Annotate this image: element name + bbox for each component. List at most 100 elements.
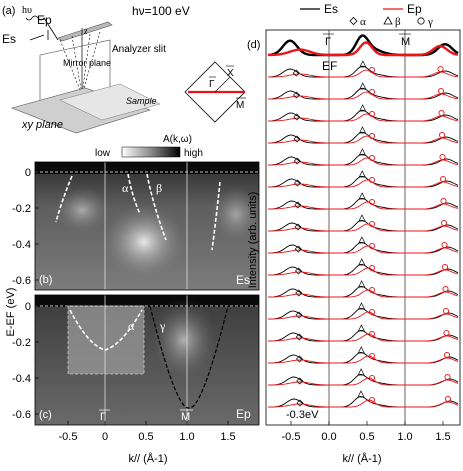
x-c-tick-label-4: 1.5 [220, 431, 235, 443]
alpha-marker-8 [294, 223, 302, 231]
alpha-marker-13 [295, 333, 303, 341]
bz-outline [184, 61, 246, 123]
panel-d-y-label: Intensity (arb. units) [247, 192, 259, 289]
mdc-ep-curve-15 [268, 377, 459, 386]
alpha-marker-6 [294, 179, 301, 187]
mdc-curves [267, 34, 459, 408]
y-c-tick-label-1: -0.2 [12, 337, 31, 349]
gamma-marker-inner-7 [368, 198, 376, 206]
sample-label: Sample [126, 96, 157, 106]
gamma-marker-inner-11 [368, 286, 376, 294]
gamma-marker-inner-8 [368, 220, 376, 228]
alpha-marker-2 [293, 91, 300, 99]
gamma-marker-8 [440, 219, 448, 227]
panel-c-polarization: Ep [236, 407, 251, 421]
x-c-tick-label-2: 0.5 [138, 431, 153, 443]
gamma-marker-13 [443, 329, 450, 337]
mdc-ep-curve-16 [268, 399, 459, 408]
x-d-tick-label-1: 0.0 [321, 431, 336, 443]
beta-marker-13 [357, 324, 365, 332]
y-c-tick-label-2: -0.4 [12, 373, 31, 385]
panel-b-beta-label: β [156, 181, 162, 195]
mdc-es-curve-14 [268, 352, 459, 364]
bz-m-label: M [236, 100, 244, 111]
gamma-marker-2 [437, 87, 445, 95]
panel-c-intensity-blob [150, 298, 218, 382]
panel-b-polarization: Es [236, 273, 250, 287]
mdc-ep-curve-10 [268, 267, 459, 276]
photon-energy-label: hν=100 eV [132, 4, 190, 18]
beta-marker-16 [357, 390, 365, 398]
alpha-marker-14 [296, 355, 303, 363]
panel-b-band-right [211, 181, 221, 251]
x-c-tick-label-3: 1.0 [179, 431, 194, 443]
y-c-tick-label-0: 0 [25, 301, 31, 313]
mdc-ep-curve-13 [268, 333, 459, 342]
panel-a-geometry: (a) hυ Ep Es hν=100 eV z Analyzer slit M… [2, 4, 190, 134]
mdc-es-curve-13 [268, 330, 459, 342]
legend-alpha-marker [349, 16, 358, 26]
gamma-marker-11 [442, 285, 449, 293]
mdc-ep-curve-14 [268, 355, 459, 364]
x-d-tick-label-2: 0.5 [359, 431, 374, 443]
alpha-marker-5 [293, 157, 301, 165]
panel-b-intensity-blob-left [54, 186, 110, 234]
z-axis-label: z [83, 26, 88, 36]
panel-c-fermi-edge [35, 295, 259, 307]
mdc-ep-curve-11 [268, 289, 459, 298]
gamma-marker-15 [444, 373, 451, 381]
mdc-ep-curve-2 [268, 91, 459, 100]
xy-plane-label: xy plane [21, 119, 63, 131]
y-c-tick-label-3: -0.6 [12, 409, 31, 421]
panel-b-band-alpha [127, 173, 141, 215]
panel-c-gamma-label: γ [159, 319, 166, 333]
x-d-tick-label-0: -0.5 [282, 431, 301, 443]
x-c-tick-label-1: 0 [102, 431, 108, 443]
beta-marker-3 [359, 104, 367, 112]
colorbar-low-label: low [95, 148, 111, 159]
gamma-marker-inner-16 [368, 396, 376, 404]
panel-c-alpha-label: α [128, 319, 135, 333]
panel-a-label: (a) [2, 5, 15, 17]
gamma-marker-inner-2 [368, 88, 376, 96]
bz-x-direction [214, 76, 231, 93]
legend-beta-marker [383, 16, 393, 25]
panel-c-inset-region [67, 305, 145, 375]
gamma-marker-inner-13 [368, 330, 376, 338]
photon-symbol: hυ [22, 5, 32, 16]
legend-es-label: Es [324, 2, 338, 16]
y-ticks-panel-c: 0 -0.2 -0.4 -0.6 [12, 301, 39, 421]
gamma-marker-inner-12 [368, 308, 376, 316]
panel-d-energy-label: -0.3eV [286, 409, 319, 421]
panel-b-fermi-edge [35, 162, 259, 174]
gamma-marker-12 [442, 307, 450, 315]
panel-c-band-alpha [69, 309, 143, 351]
mdc-ep-curve-9 [268, 245, 459, 254]
x-d-tick-label-3: 1.0 [397, 431, 412, 443]
y-b-tick-label-3: -0.6 [12, 275, 31, 287]
beta-marker-10 [358, 258, 366, 266]
x-ticks-panel-c: -0.5 0 0.5 1.0 1.5 [59, 421, 236, 443]
panel-b-alpha-label: α [122, 181, 129, 195]
legend-beta-label: β [395, 16, 401, 28]
photon-beam [25, 15, 59, 41]
gamma-marker-4 [438, 131, 446, 139]
legend-gamma-marker [417, 17, 425, 25]
x-axis-label: k// (Å-1) [128, 452, 167, 465]
alpha-marker-1 [292, 69, 300, 77]
mdc-ep-curve-0 [267, 41, 459, 57]
gamma-marker-inner-6 [368, 176, 376, 184]
gamma-marker-inner-9 [368, 242, 376, 250]
ep-polarization-label: Ep [37, 13, 52, 27]
panel-c-frame [34, 294, 260, 426]
gamma-marker-inner-4 [368, 132, 376, 140]
alpha-marker-16 [296, 399, 304, 407]
gamma-marker-10 [441, 263, 449, 271]
gamma-marker-inner-10 [368, 264, 376, 272]
panel-b-band-left [55, 175, 73, 223]
panel-d-x-label: k// (Å-1) [342, 452, 381, 465]
y-b-tick-label-1: -0.2 [12, 203, 31, 215]
analyzer-slit-label: Analyzer slit [112, 44, 166, 55]
y-axis-label: E-EF (eV) [5, 288, 17, 337]
